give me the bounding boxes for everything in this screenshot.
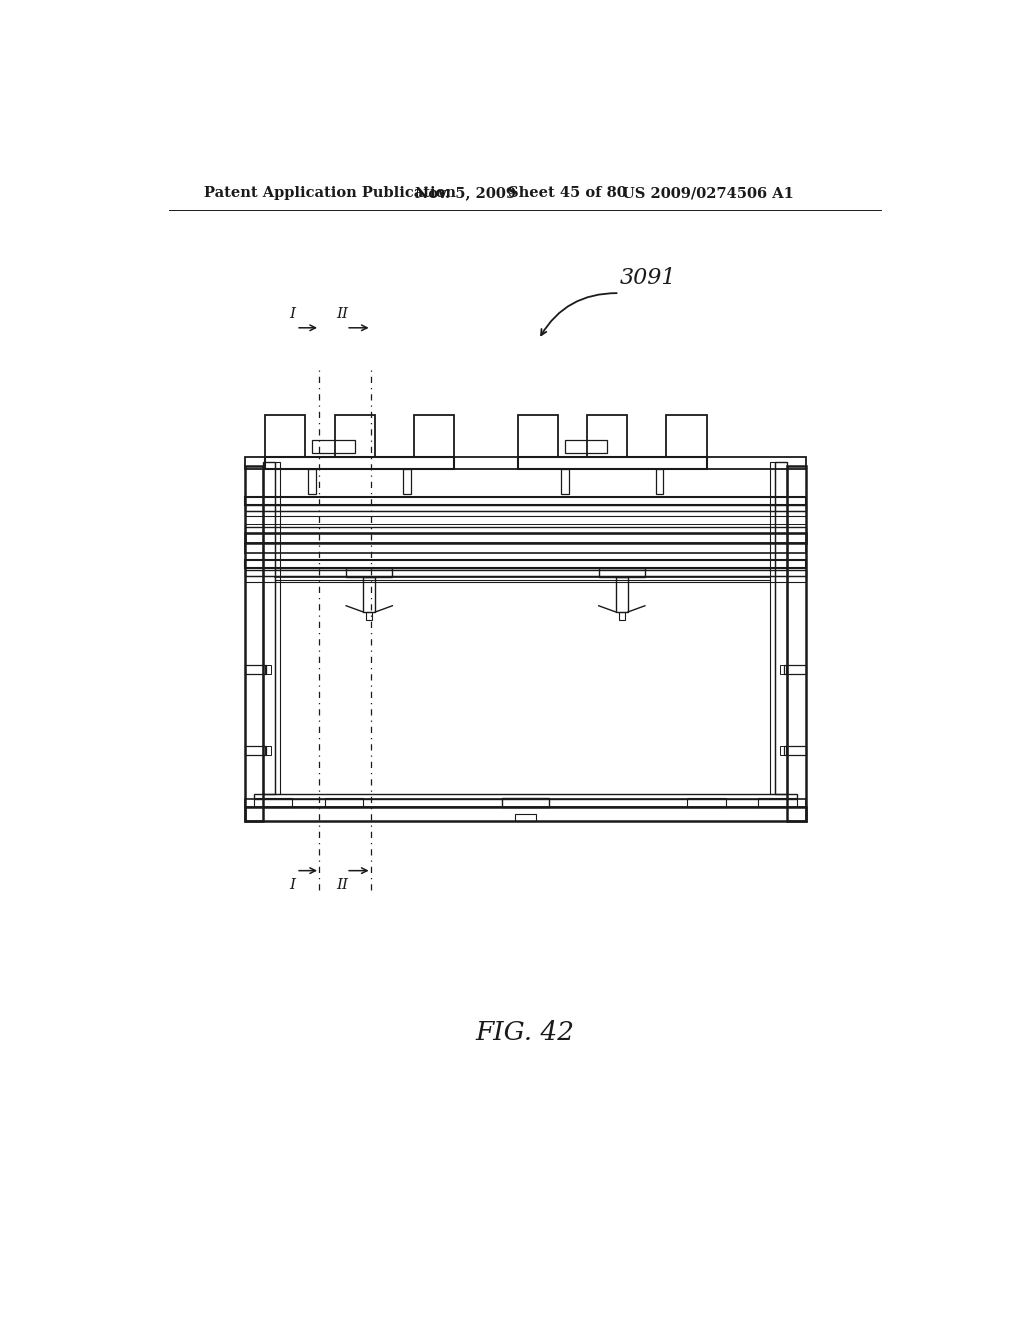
- Bar: [775, 462, 787, 793]
- Bar: [245, 466, 263, 821]
- Bar: [245, 506, 806, 511]
- Bar: [779, 746, 785, 755]
- Bar: [687, 799, 726, 807]
- Bar: [599, 568, 645, 577]
- Text: 3091: 3091: [620, 267, 676, 289]
- Bar: [707, 457, 806, 470]
- Bar: [245, 524, 806, 527]
- Bar: [414, 414, 454, 457]
- Bar: [245, 576, 806, 582]
- Bar: [787, 466, 806, 821]
- Bar: [245, 570, 806, 576]
- Bar: [655, 470, 664, 494]
- Bar: [518, 457, 707, 470]
- Bar: [264, 746, 270, 755]
- Bar: [245, 527, 806, 533]
- Bar: [667, 414, 707, 457]
- Text: II: II: [336, 308, 348, 321]
- Bar: [618, 612, 625, 619]
- Bar: [265, 414, 305, 457]
- Text: US 2009/0274506 A1: US 2009/0274506 A1: [622, 186, 794, 201]
- Bar: [561, 470, 568, 494]
- Bar: [518, 414, 558, 457]
- Bar: [245, 665, 266, 675]
- Bar: [254, 799, 292, 807]
- Bar: [758, 799, 797, 807]
- Bar: [265, 457, 454, 470]
- Bar: [615, 577, 628, 612]
- Bar: [275, 462, 280, 793]
- Bar: [515, 813, 537, 821]
- Bar: [325, 799, 364, 807]
- Bar: [245, 544, 806, 553]
- Bar: [770, 462, 775, 793]
- Bar: [779, 665, 785, 675]
- Text: Patent Application Publication: Patent Application Publication: [205, 186, 457, 201]
- Text: Nov. 5, 2009: Nov. 5, 2009: [416, 186, 516, 201]
- Bar: [587, 414, 628, 457]
- Bar: [263, 462, 275, 793]
- Bar: [245, 511, 806, 516]
- Bar: [245, 533, 806, 544]
- Bar: [454, 457, 518, 470]
- Text: II: II: [336, 878, 348, 891]
- Text: I: I: [289, 878, 295, 891]
- Bar: [245, 457, 265, 470]
- Bar: [308, 470, 316, 494]
- Bar: [364, 577, 376, 612]
- Bar: [565, 441, 607, 453]
- Bar: [367, 612, 373, 619]
- Bar: [502, 799, 550, 807]
- Bar: [784, 746, 806, 755]
- Bar: [245, 561, 806, 568]
- Bar: [264, 665, 270, 675]
- Text: I: I: [289, 308, 295, 321]
- Bar: [245, 807, 806, 821]
- Bar: [254, 793, 797, 799]
- Text: FIG. 42: FIG. 42: [475, 1020, 574, 1045]
- Bar: [245, 746, 266, 755]
- Text: Sheet 45 of 80: Sheet 45 of 80: [508, 186, 627, 201]
- Bar: [245, 498, 806, 506]
- Bar: [245, 799, 806, 807]
- Bar: [346, 568, 392, 577]
- Bar: [335, 414, 375, 457]
- Bar: [312, 441, 354, 453]
- Bar: [403, 470, 411, 494]
- Bar: [784, 665, 806, 675]
